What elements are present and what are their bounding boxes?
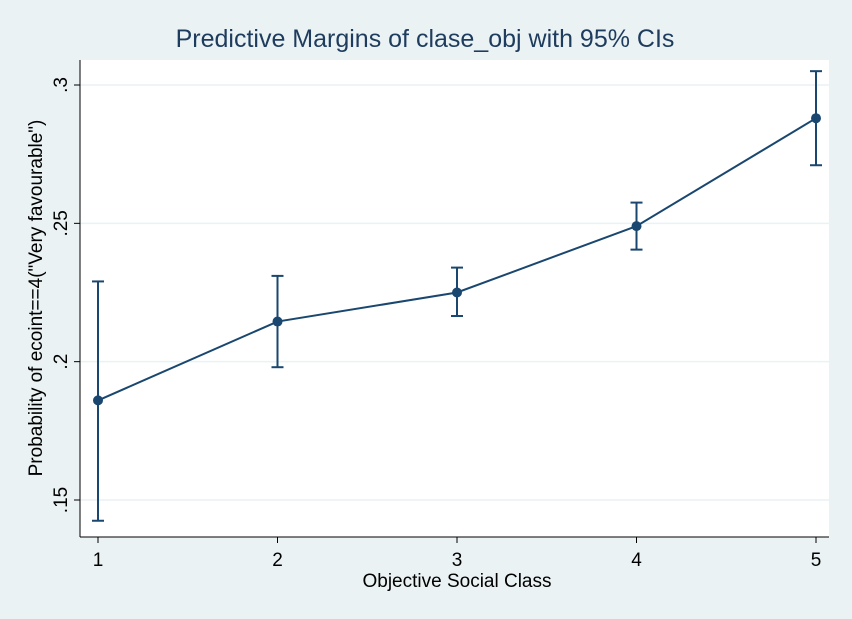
y-axis-label: Probability of ecoint==4("Very favourabl… (26, 120, 47, 477)
data-point (272, 316, 283, 327)
y-tick-label: .25 (51, 210, 72, 236)
y-tick-label: .3 (51, 77, 72, 93)
x-tick-label: 4 (631, 550, 642, 571)
x-tick-label: 2 (272, 550, 283, 571)
grid (80, 84, 829, 501)
x-tick-label: 3 (452, 550, 463, 571)
axes: .15 .2 .25 .3 1 2 3 4 5 (51, 60, 829, 571)
x-tick-label: 1 (93, 550, 104, 571)
data-point (811, 113, 821, 124)
plot-area (80, 60, 829, 537)
data-point (452, 287, 462, 298)
y-tick-label: .2 (51, 354, 72, 370)
x-tick-label: 5 (811, 550, 822, 571)
data-point (93, 395, 103, 406)
data-points (93, 113, 821, 406)
y-tick-label: .15 (51, 487, 72, 513)
x-axis-label: Objective Social Class (362, 571, 551, 592)
data-point (631, 221, 642, 232)
chart-title: Predictive Margins of clase_obj with 95%… (176, 25, 675, 53)
